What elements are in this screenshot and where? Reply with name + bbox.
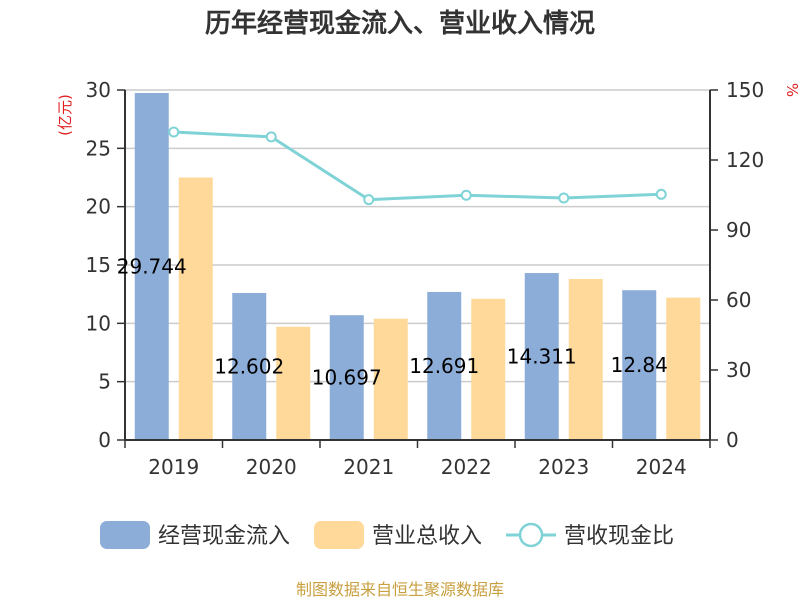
left-axis-unit: (亿元)	[56, 94, 74, 136]
bar-cash-inflow	[427, 291, 462, 440]
x-tick-label: 2020	[246, 455, 297, 479]
left-tick-label: 5	[98, 370, 111, 394]
gridlines	[125, 89, 710, 383]
bar-cash-inflow	[232, 292, 267, 440]
legend: 经营现金流入 营业总收入 营收现金比	[100, 521, 674, 549]
left-tick-label: 0	[98, 428, 111, 452]
bar-cash-inflow	[622, 290, 657, 440]
bar-data-label: 14.311	[507, 345, 577, 369]
bar-data-label: 29.744	[117, 254, 187, 278]
ratio-point	[655, 188, 667, 200]
right-tick-label: 0	[726, 428, 739, 452]
bar-data-label: 12.691	[409, 354, 479, 378]
left-tick-label: 20	[86, 195, 111, 219]
legend-swatch	[314, 521, 365, 549]
ratio-line-path	[173, 130, 662, 202]
right-tick-label: 60	[726, 288, 751, 312]
left-tick-label: 30	[86, 78, 111, 102]
bar-cash-inflow	[134, 92, 169, 440]
bar-cash-inflow	[524, 273, 559, 440]
data-labels: 29.744 12.602 10.697 12.691 14.311 12.84	[117, 254, 668, 389]
legend-marker	[518, 522, 544, 548]
bars	[134, 92, 701, 440]
right-tick-label: 90	[726, 218, 751, 242]
chart-title: 历年经营现金流入、营业收入情况	[205, 8, 595, 39]
x-tick-label: 2022	[441, 455, 492, 479]
left-tick-label: 25	[86, 136, 111, 160]
ratio-point	[558, 192, 570, 204]
bar-revenue	[373, 318, 408, 440]
left-tick-label: 15	[86, 253, 111, 277]
ratio-line	[168, 126, 667, 206]
x-tick-label: 2024	[636, 455, 687, 479]
bar-revenue	[471, 298, 506, 440]
bar-revenue	[276, 326, 311, 440]
left-tick-label: 10	[86, 311, 111, 335]
bar-data-label: 10.697	[312, 366, 382, 390]
source-note: 制图数据来自恒生聚源数据库	[296, 580, 504, 599]
legend-swatch	[100, 521, 150, 549]
bar-data-label: 12.84	[611, 353, 668, 377]
ratio-point	[265, 131, 277, 143]
legend-label: 经营现金流入	[158, 524, 290, 549]
right-tick-label: 150	[726, 78, 764, 102]
legend-label: 营业总收入	[372, 524, 482, 549]
legend-label: 营收现金比	[564, 524, 674, 549]
bar-data-label: 12.602	[214, 354, 284, 378]
bar-revenue	[568, 279, 603, 440]
x-tick-label: 2019	[148, 455, 199, 479]
bar-revenue	[666, 297, 701, 440]
axes: 0 5 10 15 20 25 30 0 30 60 90 120 150 2019 2020 2021 202…	[86, 78, 765, 479]
right-axis-unit: %	[783, 83, 800, 97]
x-tick-label: 2021	[343, 455, 394, 479]
bar-cash-inflow	[329, 315, 364, 440]
bar-revenue	[178, 177, 213, 440]
ratio-point	[363, 194, 375, 206]
ratio-point	[460, 189, 472, 201]
right-tick-label: 120	[726, 148, 764, 172]
ratio-point	[168, 126, 180, 138]
x-tick-label: 2023	[538, 455, 589, 479]
right-tick-label: 30	[726, 358, 751, 382]
